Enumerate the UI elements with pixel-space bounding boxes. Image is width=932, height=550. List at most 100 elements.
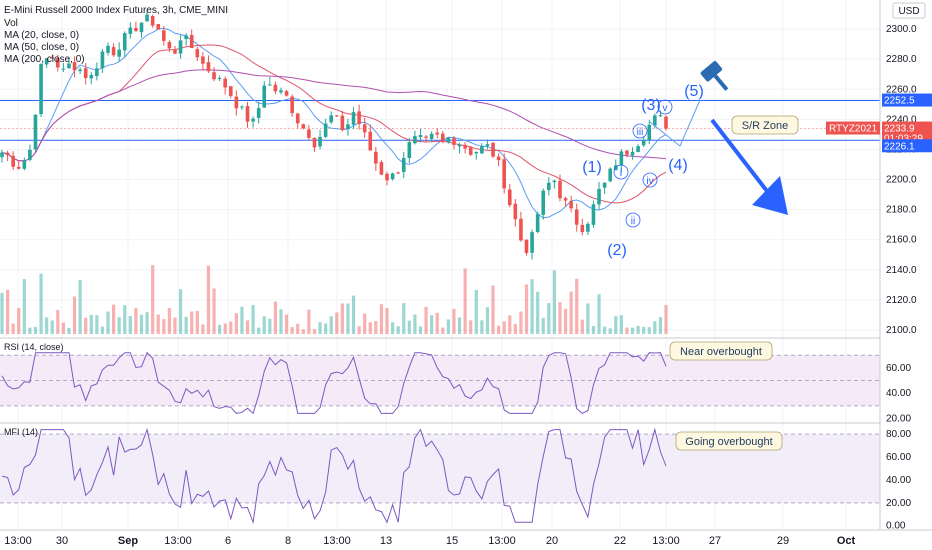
candle-body [357,111,361,125]
legend-ma20[interactable]: MA (20, close, 0) [4,30,79,41]
volume-bar [234,313,238,334]
volume-bar [139,314,144,334]
candle-body [379,162,384,175]
time-axis[interactable]: 13:00 30 Sep 13:00 6 8 13:00 13 15 13:00 20 22 13:00… [4,535,855,547]
candle-body [519,218,523,241]
oscillators [1,351,667,525]
chart-title[interactable]: E-Mini Russell 2000 Index Futures, 3h, C… [4,5,228,16]
volume-bar [61,322,65,334]
volume-bar [597,294,601,334]
wave-label-1: (1) [582,159,602,176]
candle-body [72,62,77,71]
candle-body [441,133,445,142]
time-tick-label: 6 [225,535,231,547]
volume-bar [530,279,534,334]
candle-body [150,16,155,26]
volume-bar [608,328,612,334]
volume-bar [491,285,495,334]
rsi-title[interactable]: RSI (14, close) [4,342,64,352]
volume-bar [396,326,400,334]
volume-bar [368,322,372,334]
candle-body [189,34,194,49]
going-overbought-callout-label: Going overbought [685,436,772,448]
candle-body [28,149,32,160]
candle-body [55,58,60,68]
volume-bar [497,325,501,334]
candle-body [491,142,495,157]
volume-bar [240,306,244,334]
candle-body [22,160,27,169]
volume-bar [245,320,250,334]
mfi-title[interactable]: MFI (14) [4,427,38,437]
candle-body [647,124,652,140]
volume-bar [167,308,171,334]
candle-body [396,172,400,174]
time-tick-label: 29 [777,535,789,547]
mfi-tick-label: 0.00 [886,521,906,532]
volume-bar [586,303,590,334]
volume-bar [658,317,663,334]
volume-bar [67,327,71,334]
time-tick-label: 13 [380,535,392,547]
candle-body [463,144,467,149]
volume-bar [178,289,183,334]
time-tick-label: 15 [446,535,458,547]
volume-bar [424,306,428,334]
volume-bar [324,323,328,334]
time-tick-label: 13:00 [488,535,516,547]
volume-bar [430,315,434,334]
volume-bar [664,305,668,334]
time-tick-label: 8 [285,535,291,547]
going-overbought-callout-box [675,431,783,451]
symbol-tag-label: RTYZ2021 [829,124,878,135]
candle-body [530,232,534,253]
legend-volume[interactable]: Vol [4,18,18,29]
volume-bar [351,295,356,334]
volume-bar [340,303,344,334]
volume-bar [474,289,478,334]
volume-bar [580,319,584,334]
volume-bar [603,326,607,334]
rsi-tick-label: 60.00 [886,363,911,374]
legend-ma200[interactable]: MA (200, close, 0) [4,54,85,65]
volume-bar [128,316,132,334]
candle-body [240,106,244,108]
time-tick-label: 27 [709,535,721,547]
candle-body [284,91,289,96]
candle-body [340,115,345,131]
wave-label-2: (2) [607,242,627,259]
candle-body [407,142,412,159]
volume-bar [413,314,417,334]
candle-body [602,182,607,188]
subwave-circle [613,164,629,180]
mfi-line [1,427,667,525]
volume-bar [0,292,4,334]
volume-bar [653,321,657,334]
volume-bar [111,304,116,334]
volume-bar [28,327,32,334]
volume-bar [307,309,311,334]
candle-body [591,204,596,225]
subwave-label: iv [646,176,653,187]
candle-body [390,173,395,180]
currency-label: USD [898,6,919,17]
candle-body [653,115,657,126]
volume-bar [273,301,278,334]
candle-body [496,156,501,161]
price-tick-label: 2140.0 [886,265,917,276]
volume-bar [469,320,473,334]
currency-button[interactable]: USD [892,2,926,19]
candle-body [619,151,624,166]
volume-bar [229,321,233,334]
legend-ma50[interactable]: MA (50, close, 0) [4,42,79,53]
rsi-band [0,355,880,406]
candle-body [279,90,283,93]
candle-body [552,180,557,183]
time-tick-label: 30 [56,535,68,547]
volume-bar [184,316,188,334]
volume-bar [485,307,490,334]
wave-label-5: (5) [684,83,704,100]
volume-bar [22,279,26,334]
candle-body [630,151,635,156]
